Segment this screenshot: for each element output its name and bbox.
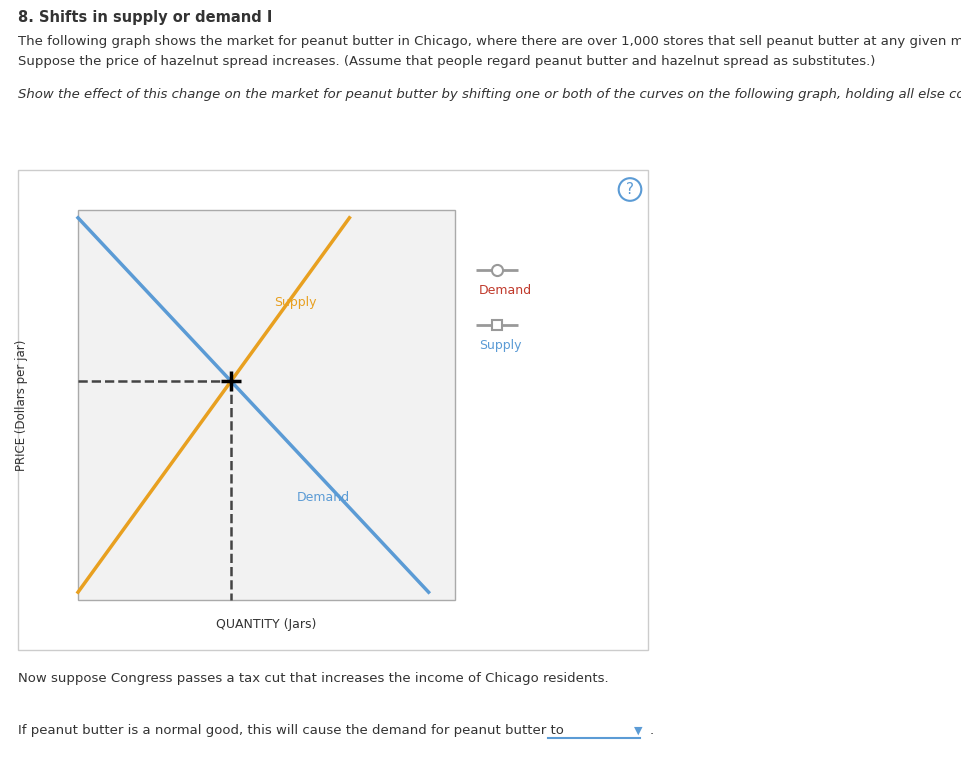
Text: Demand: Demand bbox=[297, 491, 350, 504]
Text: Show the effect of this change on the market for peanut butter by shifting one o: Show the effect of this change on the ma… bbox=[18, 88, 961, 101]
Text: PRICE (Dollars per jar): PRICE (Dollars per jar) bbox=[15, 339, 29, 471]
Text: Demand: Demand bbox=[479, 284, 532, 297]
Text: If peanut butter is a normal good, this will cause the demand for peanut butter : If peanut butter is a normal good, this … bbox=[18, 724, 564, 737]
Text: QUANTITY (Jars): QUANTITY (Jars) bbox=[216, 618, 317, 631]
Text: Supply: Supply bbox=[479, 339, 522, 352]
Text: Supply: Supply bbox=[274, 296, 316, 309]
Text: .: . bbox=[650, 724, 654, 737]
Text: ▼: ▼ bbox=[634, 726, 643, 736]
FancyBboxPatch shape bbox=[18, 170, 648, 650]
Text: ?: ? bbox=[626, 182, 634, 197]
Text: The following graph shows the market for peanut butter in Chicago, where there a: The following graph shows the market for… bbox=[18, 35, 961, 48]
Text: Now suppose Congress passes a tax cut that increases the income of Chicago resid: Now suppose Congress passes a tax cut th… bbox=[18, 672, 608, 685]
Text: Suppose the price of hazelnut spread increases. (Assume that people regard peanu: Suppose the price of hazelnut spread inc… bbox=[18, 55, 875, 68]
FancyBboxPatch shape bbox=[78, 210, 455, 600]
Text: 8. Shifts in supply or demand I: 8. Shifts in supply or demand I bbox=[18, 10, 272, 25]
